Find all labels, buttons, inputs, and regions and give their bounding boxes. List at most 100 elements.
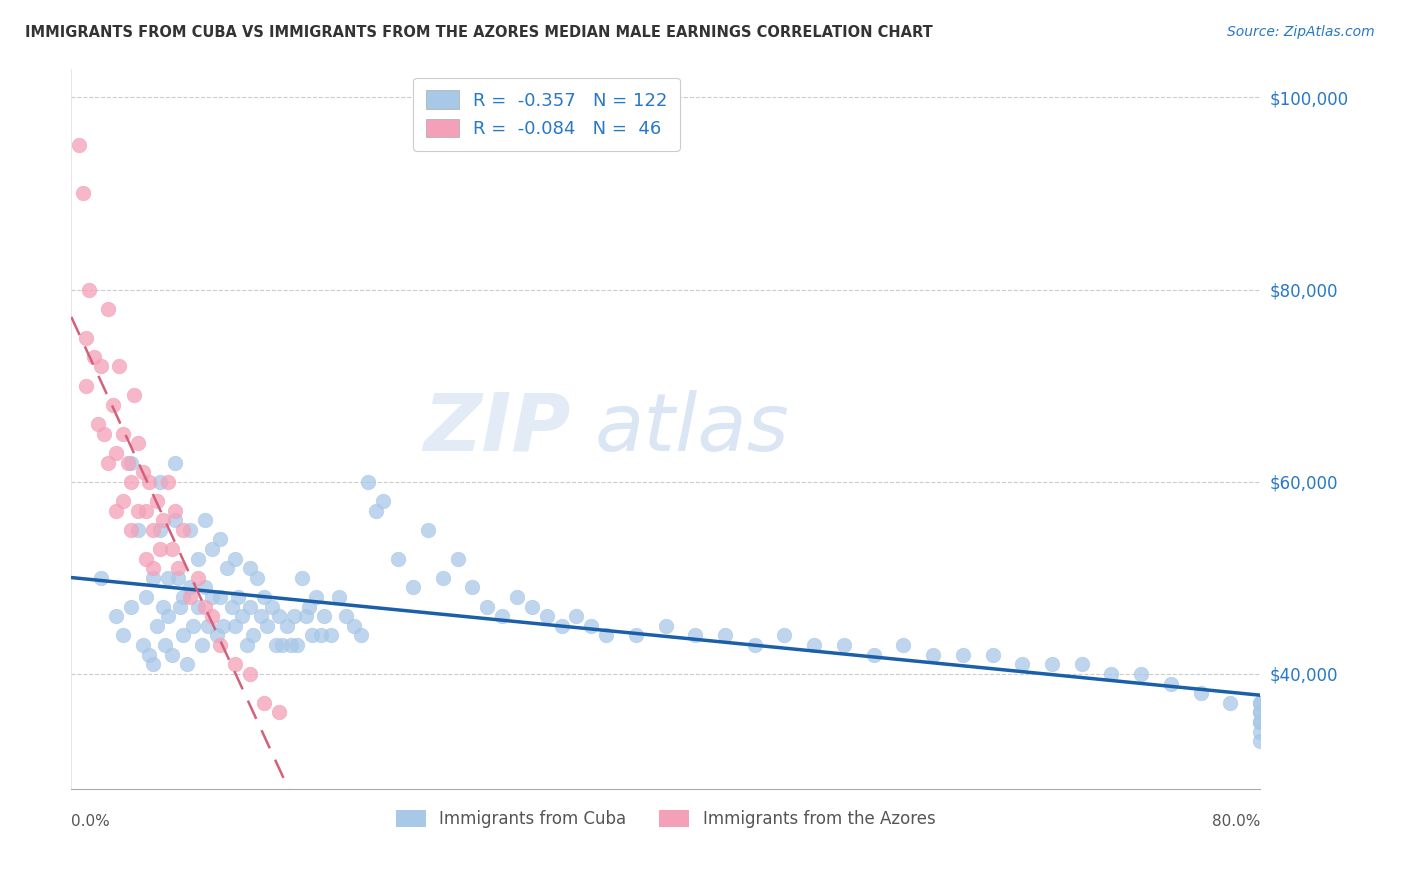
Point <box>224 657 246 672</box>
Point <box>181 619 204 633</box>
Point <box>595 628 617 642</box>
Point <box>477 599 499 614</box>
Text: ZIP: ZIP <box>423 390 571 468</box>
Point <box>276 619 298 633</box>
Point <box>238 667 260 681</box>
Point <box>520 599 543 614</box>
Point <box>269 609 291 624</box>
Point <box>135 503 157 517</box>
Point <box>253 590 276 604</box>
Text: IMMIGRANTS FROM CUBA VS IMMIGRANTS FROM THE AZORES MEDIAN MALE EARNINGS CORRELAT: IMMIGRANTS FROM CUBA VS IMMIGRANTS FROM … <box>25 25 934 40</box>
Point <box>321 628 343 642</box>
Point <box>162 648 184 662</box>
Point <box>194 581 217 595</box>
Point <box>1130 667 1153 681</box>
Point <box>1249 696 1271 710</box>
Point <box>117 456 139 470</box>
Point <box>112 628 135 642</box>
Point <box>122 388 145 402</box>
Point <box>127 436 149 450</box>
Point <box>1249 734 1271 748</box>
Point <box>1249 706 1271 720</box>
Point <box>120 456 142 470</box>
Point <box>77 283 100 297</box>
Point <box>1011 657 1033 672</box>
Point <box>167 571 190 585</box>
Point <box>138 475 160 489</box>
Point <box>1249 714 1271 729</box>
Point <box>1249 696 1271 710</box>
Point <box>350 628 373 642</box>
Point <box>138 648 160 662</box>
Point <box>90 571 112 585</box>
Point <box>104 503 127 517</box>
Point <box>250 609 273 624</box>
Point <box>536 609 558 624</box>
Point <box>205 628 228 642</box>
Point <box>238 561 260 575</box>
Point <box>142 657 165 672</box>
Point <box>290 571 312 585</box>
Point <box>581 619 603 633</box>
Point <box>342 619 364 633</box>
Point <box>283 609 305 624</box>
Point <box>146 494 169 508</box>
Point <box>186 551 208 566</box>
Point <box>83 350 105 364</box>
Point <box>172 628 194 642</box>
Point <box>201 541 224 556</box>
Point <box>242 628 264 642</box>
Point <box>194 513 217 527</box>
Point <box>167 561 190 575</box>
Text: 80.0%: 80.0% <box>1212 814 1260 830</box>
Point <box>107 359 129 374</box>
Point <box>446 551 468 566</box>
Text: 0.0%: 0.0% <box>72 814 110 830</box>
Point <box>416 523 439 537</box>
Point <box>832 638 855 652</box>
Point <box>127 523 149 537</box>
Point <box>1040 657 1063 672</box>
Point <box>862 648 884 662</box>
Point <box>357 475 380 489</box>
Point <box>142 571 165 585</box>
Point <box>208 590 231 604</box>
Point <box>149 475 172 489</box>
Point <box>197 619 219 633</box>
Point <box>654 619 676 633</box>
Point <box>179 581 201 595</box>
Point <box>194 599 217 614</box>
Point <box>156 475 179 489</box>
Point <box>312 609 335 624</box>
Point <box>235 638 257 652</box>
Point <box>309 628 332 642</box>
Point <box>981 648 1004 662</box>
Point <box>1249 714 1271 729</box>
Point <box>266 638 288 652</box>
Point <box>208 638 231 652</box>
Point <box>224 619 246 633</box>
Point <box>1249 724 1271 739</box>
Point <box>90 359 112 374</box>
Point <box>208 533 231 547</box>
Point <box>335 609 357 624</box>
Point <box>179 590 201 604</box>
Point <box>120 475 142 489</box>
Point <box>172 523 194 537</box>
Point <box>271 638 294 652</box>
Point <box>402 581 425 595</box>
Point <box>146 619 169 633</box>
Point <box>461 581 484 595</box>
Point <box>104 446 127 460</box>
Point <box>149 523 172 537</box>
Point <box>285 638 308 652</box>
Point <box>169 599 191 614</box>
Point <box>269 706 291 720</box>
Point <box>101 398 124 412</box>
Point <box>506 590 529 604</box>
Point <box>87 417 110 431</box>
Point <box>280 638 302 652</box>
Point <box>891 638 914 652</box>
Point <box>685 628 707 642</box>
Point <box>156 571 179 585</box>
